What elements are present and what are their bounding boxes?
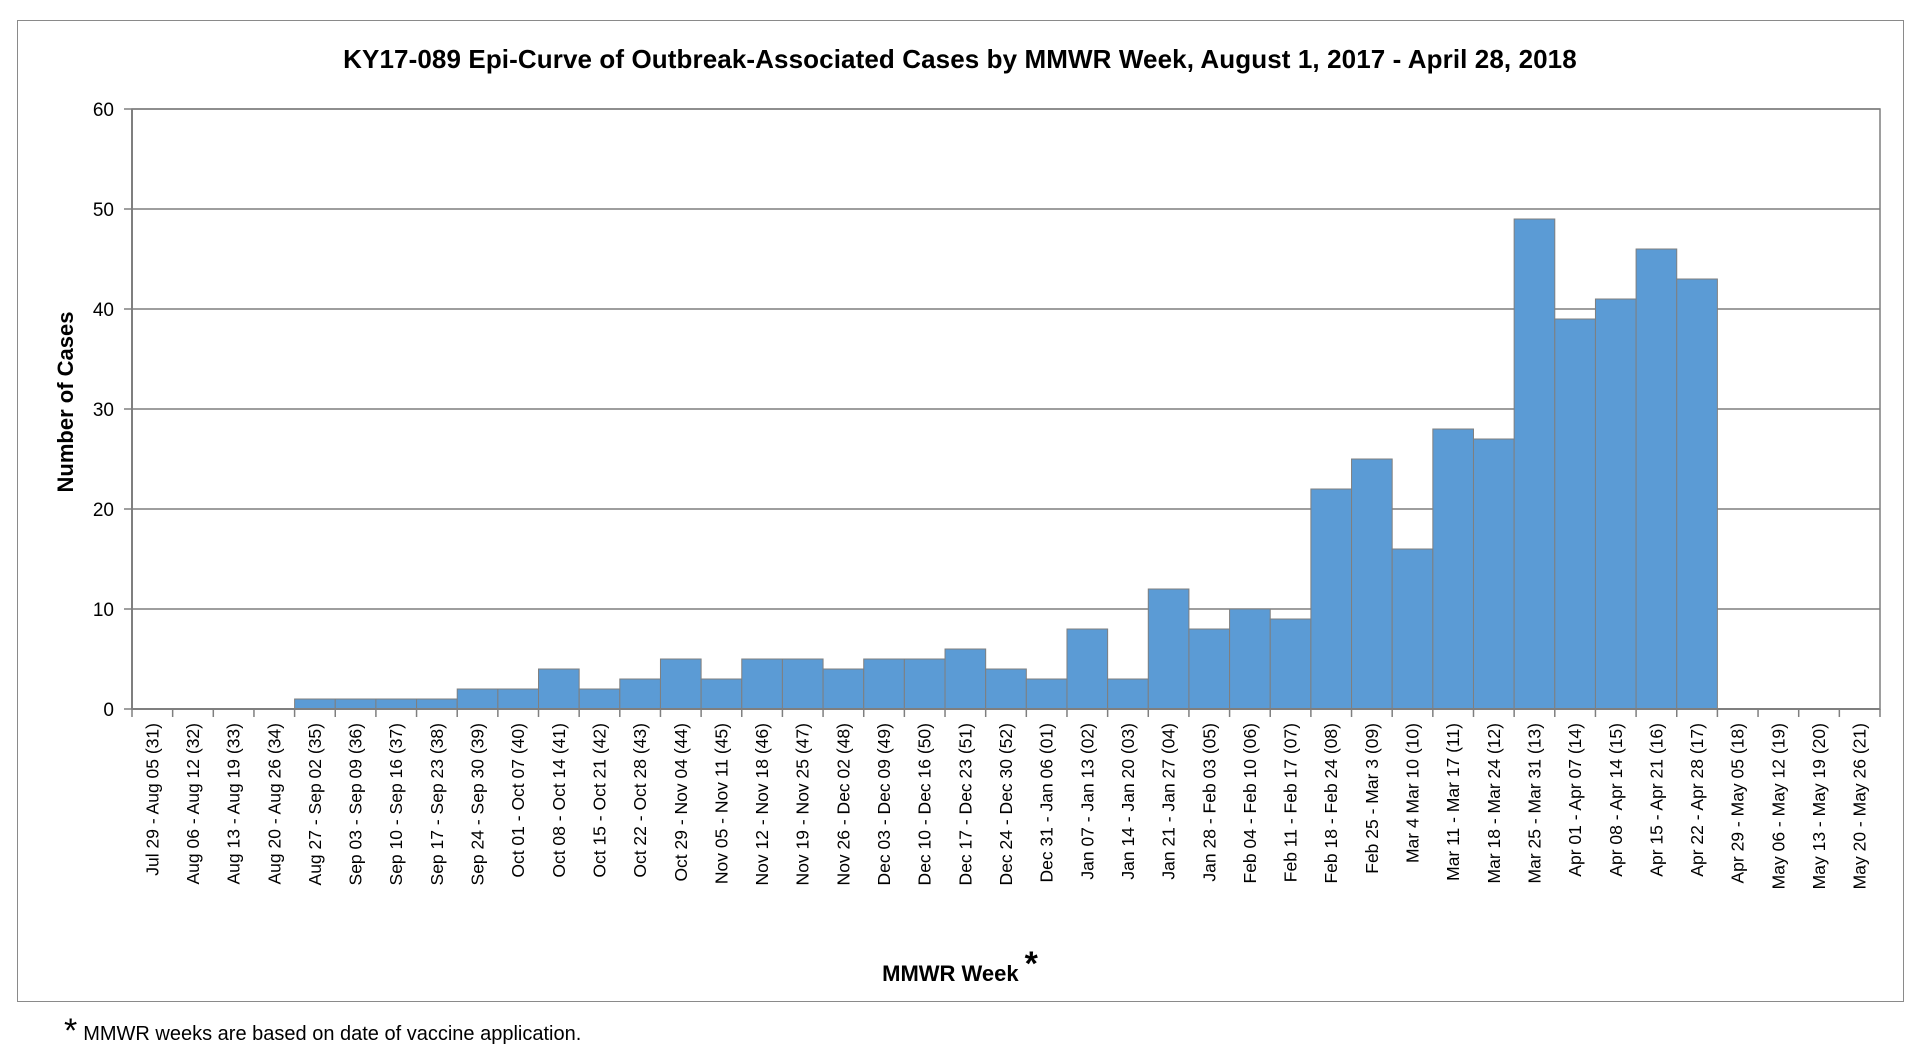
x-tick-label: Apr 15 - Apr 21 (16) (1646, 723, 1666, 877)
x-tick-label: Feb 11 - Feb 17 (07) (1281, 723, 1301, 882)
bar (375, 698, 418, 710)
axes (124, 108, 1881, 717)
x-tick-label: Nov 26 - Dec 02 (48) (833, 723, 853, 885)
chart-title: KY17-089 Epi-Curve of Outbreak-Associate… (343, 44, 1577, 74)
y-tick-label: 20 (93, 500, 114, 521)
bars (294, 218, 1718, 710)
bar (1513, 218, 1556, 710)
bar (497, 688, 540, 710)
y-tick-label: 50 (93, 200, 114, 221)
bar (1676, 278, 1718, 710)
bar (1107, 678, 1149, 710)
x-tick-label: Aug 27 - Sep 02 (35) (305, 723, 325, 885)
bar (863, 658, 905, 710)
bar (1472, 438, 1515, 710)
x-tick-label: Jan 21 - Jan 27 (04) (1159, 723, 1179, 880)
y-tick-label: 40 (93, 300, 114, 321)
x-tick-label: Oct 08 - Oct 14 (41) (549, 723, 569, 878)
bar (1066, 628, 1109, 710)
bar (334, 698, 377, 710)
x-tick-label: Oct 22 - Oct 28 (43) (630, 723, 650, 878)
bar (741, 658, 783, 710)
x-tick-label: Oct 01 - Oct 07 (40) (508, 723, 528, 878)
x-tick-label: Dec 03 - Dec 09 (49) (874, 723, 894, 885)
bar (659, 658, 702, 710)
bar (700, 678, 743, 710)
x-tick-label: Dec 10 - Dec 16 (50) (915, 723, 935, 885)
y-axis-label: Number of Cases (53, 311, 78, 493)
x-axis-label-wrap: MMWR Week * (0, 945, 1920, 987)
x-tick-label: Mar 11 - Mar 17 (11) (1443, 723, 1463, 881)
x-axis-label: MMWR Week (882, 961, 1019, 986)
bar (1432, 428, 1474, 710)
x-tick-label: Mar 4 Mar 10 (10) (1403, 723, 1423, 863)
bar (1635, 248, 1678, 710)
x-tick-label: May 06 - May 12 (19) (1768, 723, 1788, 889)
x-tick-label: Apr 01 - Apr 07 (14) (1565, 723, 1585, 877)
x-tick-label: Sep 24 - Sep 30 (39) (468, 723, 488, 885)
bar (781, 658, 824, 710)
bar (1594, 298, 1637, 710)
bar (985, 668, 1027, 710)
x-tick-label: Dec 17 - Dec 23 (51) (955, 723, 975, 885)
x-tick-label: Aug 20 - Aug 26 (34) (264, 723, 284, 885)
x-tick-label: Jan 28 - Feb 03 (05) (1199, 723, 1219, 882)
x-tick-label: Nov 12 - Nov 18 (46) (752, 723, 772, 885)
bar (903, 658, 946, 710)
x-tick-label: Dec 31 - Jan 06 (01) (1037, 723, 1057, 883)
footnote-marker: * (64, 1012, 78, 1050)
x-tick-label: Aug 06 - Aug 12 (32) (183, 723, 203, 885)
x-tick-label: Sep 10 - Sep 16 (37) (386, 723, 406, 885)
x-tick-label: Jan 14 - Jan 20 (03) (1118, 723, 1138, 880)
bar (1554, 318, 1596, 710)
bar (1025, 678, 1068, 710)
footnote-text: MMWR weeks are based on date of vaccine … (83, 1023, 582, 1045)
chart-frame (17, 20, 1904, 1002)
x-tick-label: May 13 - May 19 (20) (1809, 723, 1829, 889)
y-tick-label: 10 (93, 600, 114, 621)
chart-plot: 0 10 20 30 40 50 60 Jul 29 - Aug 05 (31) Aug 06… (93, 100, 1881, 889)
x-tick-label: Apr 22 - Apr 28 (17) (1687, 723, 1707, 877)
bar (944, 648, 987, 710)
bar (1147, 588, 1190, 710)
x-axis-label-marker: * (1024, 945, 1038, 983)
x-tick-label: Feb 04 - Feb 10 (06) (1240, 723, 1260, 884)
x-tick-label: Oct 15 - Oct 21 (42) (589, 723, 609, 878)
bar (1391, 548, 1434, 710)
x-tick-label: Jan 07 - Jan 13 (02) (1077, 723, 1097, 880)
bar (1310, 488, 1353, 710)
x-tick-label: Mar 25 - Mar 31 (13) (1524, 723, 1544, 883)
x-tick-label: Aug 13 - Aug 19 (33) (224, 723, 244, 885)
y-tick-label: 60 (93, 100, 114, 121)
x-tick-label: Feb 18 - Feb 24 (08) (1321, 723, 1341, 884)
x-tick-label: Apr 29 - May 05 (18) (1728, 723, 1748, 883)
x-tick-label: Mar 18 - Mar 24 (12) (1484, 723, 1504, 883)
x-tick-label: Nov 19 - Nov 25 (47) (793, 723, 813, 885)
bar (619, 678, 661, 710)
bar (538, 668, 580, 710)
bar (1229, 608, 1271, 710)
x-tick-label: Sep 17 - Sep 23 (38) (427, 723, 447, 885)
x-tick-label: Nov 05 - Nov 11 (45) (711, 723, 731, 884)
x-tick-label: Oct 29 - Nov 04 (44) (671, 723, 691, 882)
bar (416, 698, 458, 710)
x-tick-label: May 20 - May 26 (21) (1850, 723, 1870, 889)
y-tick-label: 30 (93, 400, 114, 421)
x-tick-labels: Jul 29 - Aug 05 (31) Aug 06 - Aug 12 (32)… (142, 723, 1869, 889)
x-tick-label: Jul 29 - Aug 05 (31) (142, 723, 162, 876)
y-tick-labels: 0 10 20 30 40 50 60 (93, 100, 114, 721)
bar (822, 668, 865, 710)
bar (1351, 458, 1393, 710)
x-tick-label: Sep 03 - Sep 09 (36) (346, 723, 366, 885)
x-tick-label: Dec 24 - Dec 30 (52) (996, 723, 1016, 885)
bar (456, 688, 499, 710)
bar (1188, 628, 1231, 710)
y-tick-label: 0 (103, 700, 114, 721)
bar (1269, 618, 1312, 710)
footnote: * MMWR weeks are based on date of vaccine… (64, 1012, 581, 1051)
x-tick-label: Apr 08 - Apr 14 (15) (1606, 723, 1626, 877)
bar (294, 698, 336, 710)
x-tick-label: Feb 25 - Mar 3 (09) (1362, 723, 1382, 874)
bar (578, 688, 621, 710)
